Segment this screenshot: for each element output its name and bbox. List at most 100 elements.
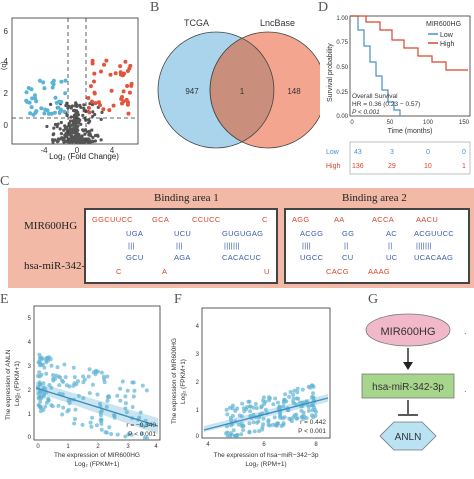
a1-bottom-red-1: C	[116, 267, 122, 276]
volcano-point-up	[102, 62, 106, 67]
volcano-point-down	[39, 106, 44, 111]
volcano-point-down	[26, 86, 31, 90]
scatter-f-point	[263, 399, 268, 404]
volcano-point-down	[51, 78, 56, 83]
scatter-e-point	[142, 436, 147, 440]
svg-text:·: ·	[464, 387, 467, 396]
scatter-e-point	[44, 371, 49, 376]
volcano-point-ns	[79, 105, 83, 109]
volcano-point-up	[107, 108, 112, 113]
a1-top-red-3: CCUCC	[192, 215, 221, 224]
volcano-ytick-6: 6	[4, 27, 9, 36]
volcano-point-ns	[45, 124, 49, 129]
scatter-f-point	[300, 387, 305, 392]
scatter-e-point	[87, 391, 92, 396]
binding-area-1-box: GGCUUCC GCA CCUCC C UGA UCU GUGUGAG ||| …	[84, 208, 278, 284]
scatter-f-point	[311, 391, 316, 396]
risk-high-150: 1	[462, 163, 466, 170]
scatter-e-point	[38, 361, 43, 366]
scatter-e-point	[71, 365, 76, 370]
volcano-point-down	[63, 91, 68, 96]
scatter-e-point	[109, 432, 114, 436]
binding-area-2-box: AGG AA ACCA AACU ACGG GG AC ACGUUCC ||||…	[284, 208, 470, 284]
volcano-point-ns	[53, 138, 57, 142]
volcano-point-ns	[80, 134, 84, 138]
volcano-point-up	[125, 84, 130, 88]
volcano-point-up	[89, 84, 93, 89]
risk-high-0: 136	[352, 163, 364, 170]
scatter-e-point	[131, 380, 136, 385]
scatter-f-point	[261, 416, 266, 421]
a1-top-blue-3: GUGUGAG	[222, 229, 264, 238]
volcano-point-down	[59, 99, 64, 104]
scatter-e-point	[140, 383, 145, 388]
scatter-f-point	[259, 404, 264, 409]
volcano-point-ns	[79, 139, 83, 143]
volcano-point-down	[41, 80, 46, 85]
volcano-point-down	[34, 99, 39, 104]
a2-bars-2: ||	[344, 241, 349, 250]
volcano-point-ns	[60, 136, 64, 140]
panel-b-letter: B	[150, 0, 160, 15]
scatter-f-point	[245, 405, 249, 410]
e-xtick-0: 0	[36, 444, 40, 450]
volcano-point-ns	[72, 136, 76, 140]
scatter-e-point	[125, 388, 130, 393]
a1-bars-3: |||||||	[224, 241, 240, 250]
volcano-point-ns	[100, 110, 104, 114]
a1-bars-2: |||	[176, 241, 183, 250]
volcano-point-ns	[91, 139, 95, 144]
a2-bottom-blue-1: UGCC	[300, 253, 324, 262]
volcano-point-ns	[87, 129, 91, 133]
a1-top-red-1: GGCUUCC	[92, 215, 133, 224]
scatter-e-point	[99, 427, 104, 432]
scatter-e-point	[123, 406, 128, 411]
node-anln	[379, 421, 437, 451]
scatter-f-point	[291, 392, 296, 397]
node-mirna-label: hsa-miR-342-3p	[372, 382, 444, 393]
volcano-point-up	[98, 103, 102, 108]
scatter-f-point	[225, 412, 230, 417]
volcano-point-ns	[93, 133, 98, 138]
panel-d-survival: Survival probability 1.00 0.75 0.50 0.25…	[322, 10, 474, 190]
scatter-f-point	[306, 408, 311, 413]
scatter-f-point	[231, 428, 236, 433]
scatter-e-point	[38, 390, 42, 395]
volcano-point-up	[129, 83, 134, 88]
a2-bottom-red-2: AAAG	[368, 267, 391, 276]
scatter-e-point	[98, 410, 103, 415]
volcano-ytick-4: 4	[4, 57, 9, 66]
node-mir600hg	[365, 313, 451, 347]
scatter-f-point	[281, 421, 286, 426]
volcano-point-up	[92, 91, 97, 96]
volcano-point-up	[120, 73, 125, 78]
scatter-e-point	[129, 432, 134, 437]
scatter-e-point	[138, 410, 143, 415]
risk-low-150: 0	[462, 149, 466, 156]
scatter-e-point	[46, 396, 51, 401]
surv-legend-high: High	[440, 41, 455, 48]
volcano-point-down	[59, 79, 64, 84]
surv-curve-low	[350, 15, 401, 116]
scatter-e-point	[131, 394, 136, 399]
volcano-point-ns	[75, 136, 80, 140]
scatter-f-point	[251, 405, 256, 410]
risk-high-50: 29	[388, 163, 396, 170]
volcano-point-ns	[84, 118, 88, 122]
volcano-point-ns	[72, 131, 76, 135]
volcano-point-down	[63, 78, 68, 83]
scatter-e-point	[67, 384, 72, 389]
scatter-e-point	[47, 383, 52, 387]
scatter-f-point	[295, 390, 300, 395]
volcano-point-ns	[73, 122, 77, 126]
scatter-e-point	[49, 363, 54, 368]
e-p-value: P < 0.001	[128, 431, 156, 438]
scatter-e-point	[144, 388, 149, 393]
volcano-ytick-0: 0	[4, 121, 9, 130]
volcano-point-ns	[64, 133, 68, 137]
scatter-e-point	[39, 372, 44, 377]
a2-top-blue-2: GG	[342, 229, 355, 238]
panel-g-letter: G	[368, 292, 379, 307]
scatter-f-point	[295, 416, 300, 421]
volcano-point-ns	[82, 106, 86, 110]
